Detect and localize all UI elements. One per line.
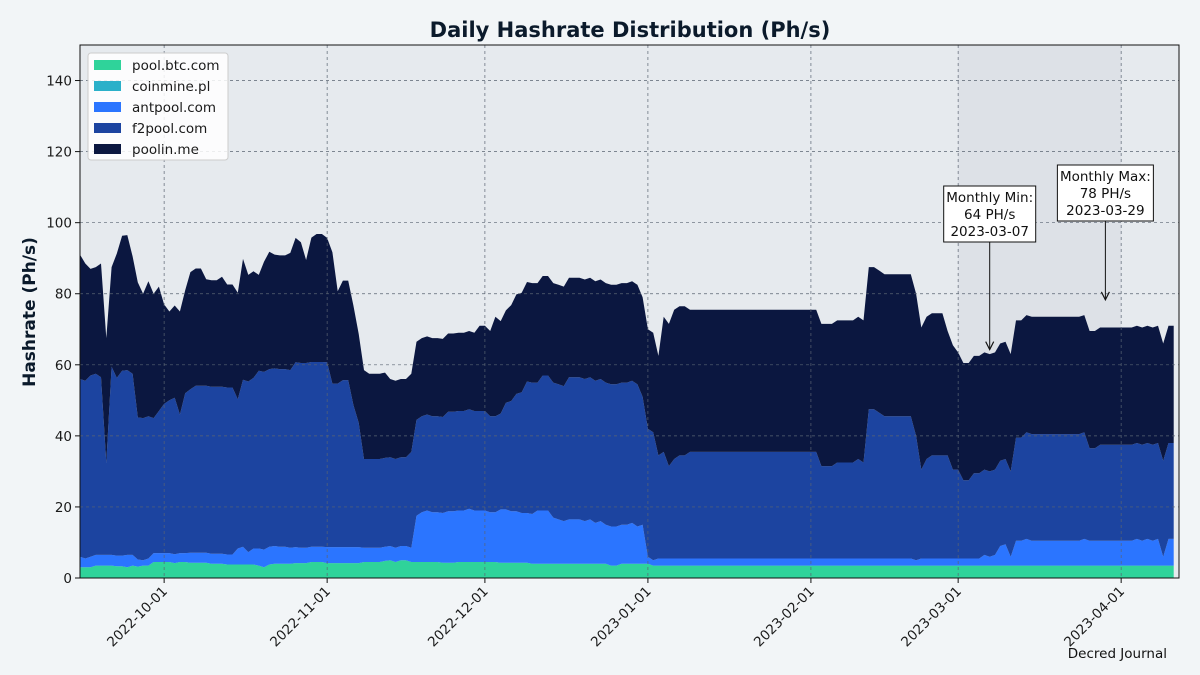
y-tick-label: 140 [46,74,72,90]
y-tick-label: 100 [46,216,72,232]
legend-box [87,52,229,161]
annotation-text: Monthly Max: [1060,169,1151,185]
y-tick-label: 80 [55,287,72,303]
legend-label: poolin.me [132,142,199,158]
y-tick-label: 40 [55,429,72,445]
annotation-box [943,185,1037,243]
legend-swatch [94,123,121,133]
series-area-poolin-me [80,234,1174,481]
legend-label: pool.btc.com [132,58,220,74]
annotation-text: 78 PH/s [1080,186,1131,202]
legend-label: antpool.com [132,100,216,116]
y-tick-label: 60 [55,358,72,374]
legend-label: coinmine.pl [132,79,210,95]
y-tick-label: 120 [46,145,72,161]
annotation-text: 64 PH/s [964,207,1015,223]
annotation-text: 2023-03-07 [950,224,1028,240]
legend-swatch [94,102,121,112]
annotation-box [1056,164,1154,222]
y-tick-label: 0 [63,571,72,587]
y-axis-label: Hashrate (Ph/s) [20,237,40,387]
y-tick-label: 20 [55,500,72,516]
plot-frame [79,44,1180,579]
legend-swatch [94,144,121,154]
series-area-pool-btc-com [80,560,1174,578]
legend-swatch [94,81,121,91]
chart-title: Daily Hashrate Distribution (Ph/s) [430,18,831,42]
annotation-arrow-head [1100,291,1110,302]
series-area-f2pool-com [80,362,1174,561]
legend-label: f2pool.com [132,121,207,137]
series-area-antpool-com [80,508,1174,568]
annotation-text: Monthly Min: [946,190,1033,206]
credit-label: Decred Journal [1068,646,1167,662]
legend: pool.btc.com coinmine.pl antpool.com f2pool… [87,52,229,161]
annotation-arrow-head [985,341,995,351]
annotation-text: 2023-03-29 [1066,203,1144,219]
legend-swatch [94,60,121,70]
